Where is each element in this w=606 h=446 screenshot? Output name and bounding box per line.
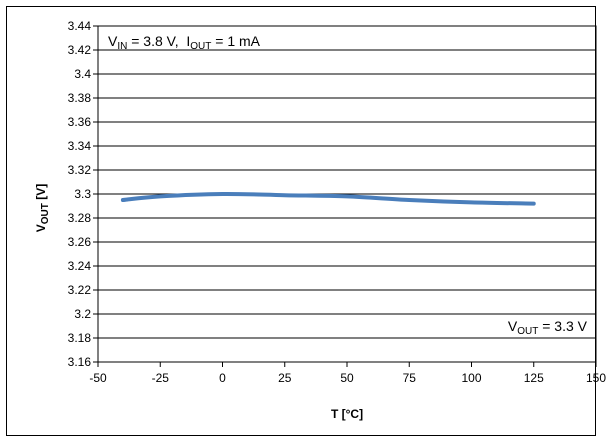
y-tick-label: 3.32: [68, 163, 92, 177]
y-tick-label: 3.18: [68, 331, 92, 345]
conditions-i-sub: OUT: [190, 41, 211, 52]
y-axis-title-main: V: [34, 224, 48, 232]
y-tick-label: 3.36: [68, 115, 92, 129]
conditions-annotation: VIN = 3.8 V, IOUT = 1 mA: [108, 33, 261, 52]
x-axis-title: T [°C]: [331, 407, 363, 421]
chart-frame: [6, 6, 596, 436]
series-line: [120, 191, 536, 206]
y-tick-label: 3.16: [68, 355, 92, 369]
y-tick-labels: 3.16 3.18 3.2 3.22 3.24 3.26 3.28 3.3 3.32 3.34 3.…: [68, 19, 92, 369]
y-axis-title-unit: [V]: [34, 184, 48, 203]
conditions-i-value: = 1 mA: [211, 33, 260, 49]
series-layer: [120, 191, 536, 206]
plot-area-border: [97, 25, 597, 363]
y-tick-label: 3.34: [68, 139, 92, 153]
conditions-v-main: V: [108, 33, 118, 49]
x-tick-label: 150: [586, 371, 606, 385]
y-tick-label: 3.22: [68, 283, 92, 297]
y-tick-label: 3.4: [74, 67, 91, 81]
y-tick-label: 3.38: [68, 91, 92, 105]
x-tick-label: -25: [152, 371, 170, 385]
y-axis-title: VOUT [V]: [34, 184, 51, 232]
conditions-v-value: = 3.8 V,: [127, 33, 186, 49]
y-tick-label: 3.44: [68, 19, 92, 33]
x-tick-label: 75: [403, 371, 417, 385]
nominal-value: = 3.3 V: [538, 318, 587, 334]
y-tick-label: 3.24: [68, 259, 92, 273]
x-tick-label: 25: [278, 371, 292, 385]
x-tick-label: 50: [340, 371, 354, 385]
y-tick-label: 3.28: [68, 211, 92, 225]
y-tick-label: 3.3: [74, 187, 91, 201]
conditions-v-sub: IN: [117, 41, 127, 52]
y-tick-label: 3.26: [68, 235, 92, 249]
x-tick-labels: -50 -25 0 25 50 75 100 125 150: [89, 371, 606, 385]
nominal-sub: OUT: [517, 326, 538, 337]
y-axis-title-sub: OUT: [40, 203, 51, 224]
x-tick-label: 0: [219, 371, 226, 385]
x-tick-label: 125: [524, 371, 544, 385]
x-tick-label: -50: [89, 371, 107, 385]
y-tick-label: 3.2: [74, 307, 91, 321]
nominal-annotation: VOUT = 3.3 V: [508, 318, 588, 337]
nominal-main: V: [508, 318, 518, 334]
x-tick-label: 100: [461, 371, 481, 385]
conditions-i-main: I: [186, 33, 190, 49]
y-tick-label: 3.42: [68, 43, 92, 57]
